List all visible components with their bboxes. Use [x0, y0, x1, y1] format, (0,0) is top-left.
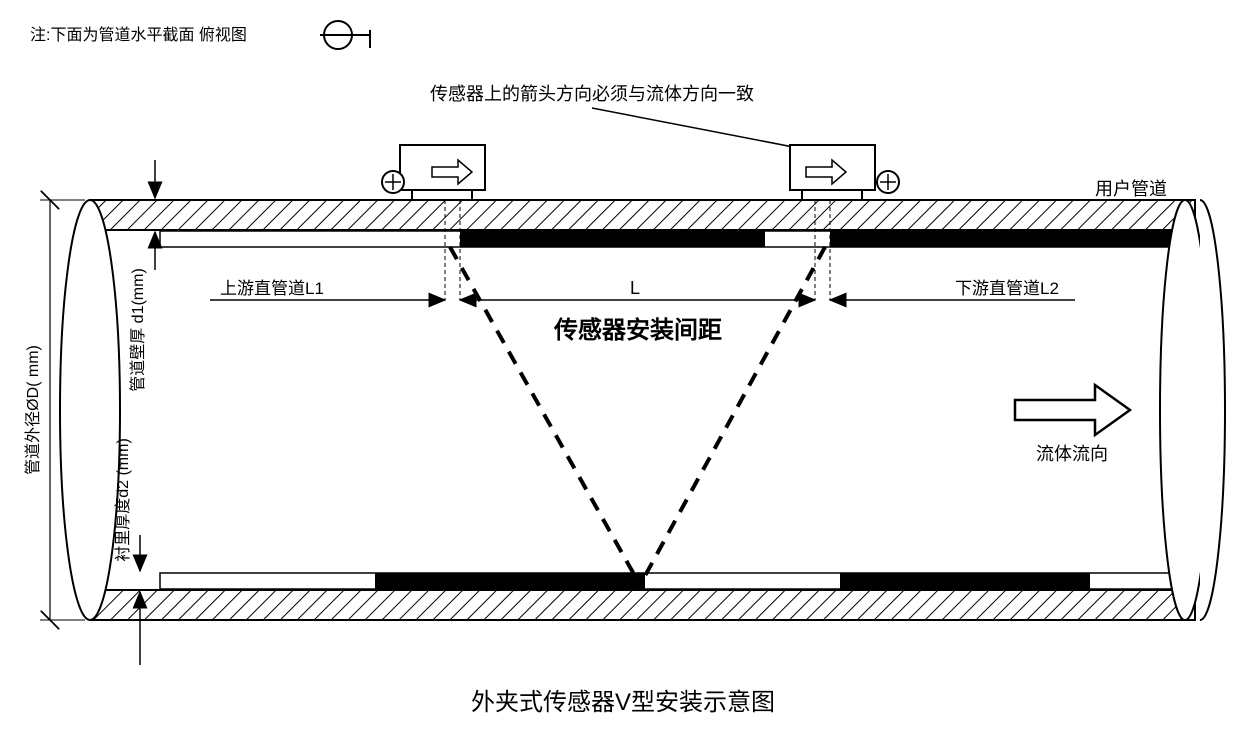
sensor-left	[382, 145, 485, 200]
dim-d1: 管道壁厚 d1(mm)	[128, 160, 155, 392]
dim-L-label: L	[630, 278, 640, 298]
sensor-right	[790, 145, 899, 200]
diagram-title: 外夹式传感器V型安装示意图	[471, 689, 775, 716]
diagram-container: 注:下面为管道水平截面 俯视图 传感器上的箭头方向必须与流体方向一致 用户管道	[0, 0, 1246, 746]
flow-arrow-icon	[1015, 385, 1130, 435]
pipe-cap-left	[60, 200, 120, 620]
flow-direction-label: 流体流向	[1036, 444, 1108, 464]
diagram-svg: 注:下面为管道水平截面 俯视图 传感器上的箭头方向必须与流体方向一致 用户管道	[0, 0, 1246, 746]
pipe-bottom-wall	[90, 590, 1195, 620]
top-liner-band-1	[460, 231, 765, 247]
user-pipe-label: 用户管道	[1095, 179, 1167, 199]
top-liner-band-2	[830, 231, 1180, 247]
bottom-liner-band-2	[840, 573, 1090, 589]
dim-d2: 衬里厚度d2 (mm)	[114, 438, 140, 665]
sensor-spacing-label: 传感器安装间距	[553, 316, 722, 344]
pipe-top-wall	[90, 200, 1195, 230]
v-beam-right	[640, 247, 825, 585]
v-beam-left	[450, 247, 640, 585]
sensor-arrow-note: 传感器上的箭头方向必须与流体方向一致	[430, 84, 754, 104]
dim-d1-label: 管道壁厚 d1(mm)	[128, 268, 147, 392]
pipe-cap-right-outer	[1200, 200, 1225, 620]
downstream-label: 下游直管道L2	[955, 279, 1059, 298]
plan-view-symbol	[320, 21, 370, 49]
bottom-liner-band-1	[375, 573, 645, 589]
dim-od-label: 管道外径ØD( mm)	[24, 345, 42, 475]
upstream-label: 上游直管道L1	[220, 279, 324, 298]
pipe-cap-right	[1160, 200, 1210, 620]
dim-d2-label: 衬里厚度d2 (mm)	[114, 438, 132, 562]
note-text: 注:下面为管道水平截面 俯视图	[30, 26, 247, 44]
